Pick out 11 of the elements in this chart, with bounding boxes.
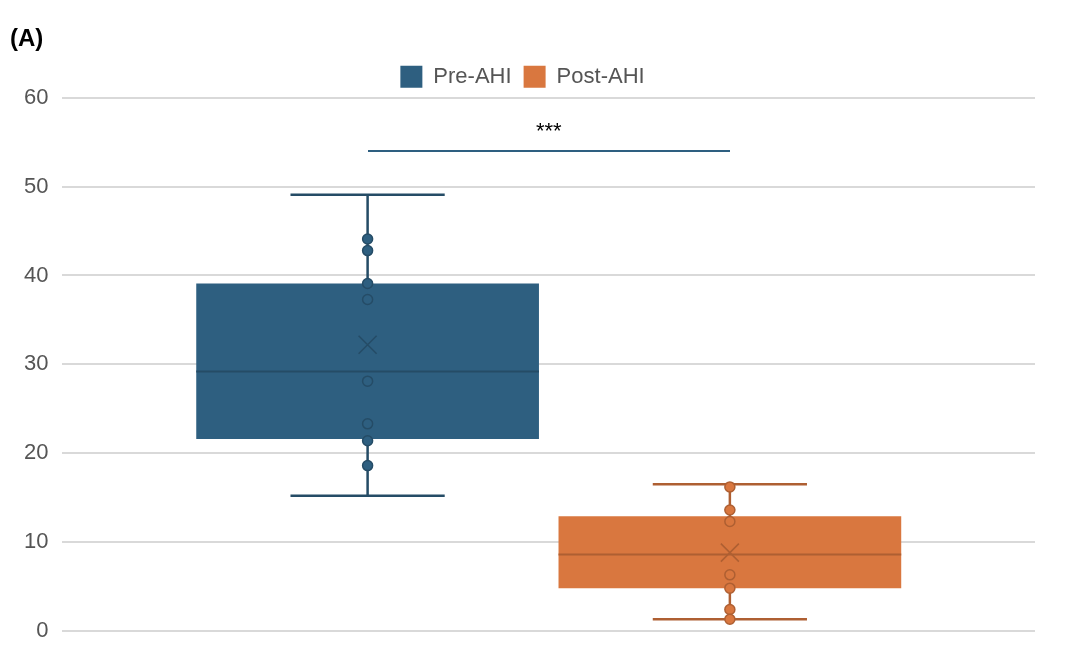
legend-label: Pre-AHI: [433, 62, 512, 88]
y-tick-label: 40: [23, 261, 49, 287]
y-tick-label: 20: [23, 439, 49, 465]
legend-label: Post-AHI: [556, 62, 645, 88]
y-tick-label: 30: [23, 350, 49, 376]
y-tick-label: 60: [23, 83, 49, 109]
annotation: ***: [535, 117, 562, 144]
y-tick-label: 50: [23, 172, 49, 198]
chart-title: (A): [10, 24, 44, 52]
y-tick-label: 0: [36, 616, 49, 642]
y-tick-label: 10: [23, 528, 49, 554]
